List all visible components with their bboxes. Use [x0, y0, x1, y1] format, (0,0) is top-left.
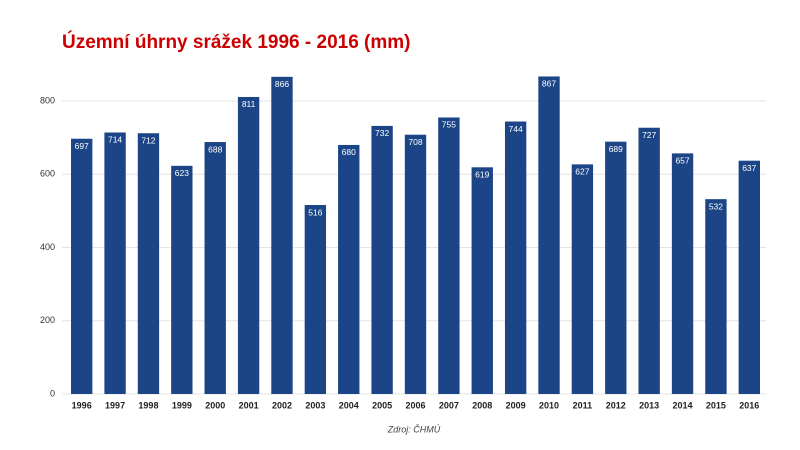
bar [137, 133, 160, 395]
bar [104, 132, 126, 394]
bar [271, 76, 293, 394]
value-label: 811 [242, 99, 256, 109]
x-tick-label: 1998 [138, 400, 158, 410]
bar [304, 205, 327, 394]
value-label: 712 [141, 135, 155, 145]
value-label: 708 [408, 137, 422, 147]
bar [371, 125, 393, 394]
bar [471, 167, 493, 394]
value-label: 688 [208, 144, 222, 154]
value-label: 744 [509, 124, 523, 134]
value-label: 714 [108, 135, 122, 145]
bar [638, 127, 660, 394]
bar [671, 153, 694, 394]
x-tick-label: 2003 [305, 400, 325, 410]
value-label: 689 [609, 144, 623, 154]
bar [204, 142, 226, 394]
x-tick-label: 2005 [372, 400, 392, 410]
x-tick-label: 1997 [105, 400, 125, 410]
x-tick-label: 2015 [706, 400, 726, 410]
bar [338, 144, 360, 394]
bar [504, 121, 527, 394]
bar [705, 199, 727, 394]
value-label: 867 [542, 79, 556, 89]
value-label: 680 [342, 147, 356, 157]
bar [538, 76, 560, 395]
y-tick-label: 600 [40, 169, 55, 179]
x-tick-label: 2009 [506, 400, 526, 410]
value-label: 623 [175, 168, 189, 178]
bar [404, 134, 427, 394]
x-tick-label: 2004 [339, 400, 359, 410]
x-tick-label: 2001 [239, 400, 259, 410]
x-tick-label: 2016 [739, 400, 759, 410]
value-label: 516 [308, 207, 322, 217]
y-tick-label: 800 [40, 95, 55, 105]
bar [571, 164, 594, 394]
x-tick-label: 2011 [573, 400, 593, 410]
value-label: 637 [742, 163, 756, 173]
x-tick-label: 1999 [172, 400, 192, 410]
value-label: 697 [75, 141, 89, 151]
bar [738, 160, 760, 394]
bar [438, 117, 460, 394]
value-label: 732 [375, 128, 389, 138]
value-label: 627 [575, 167, 589, 177]
source: Zdroj: ČHMÚ [387, 424, 441, 434]
x-tick-label: 2007 [439, 400, 459, 410]
value-label: 532 [709, 201, 723, 211]
bar [71, 138, 93, 394]
x-tick-label: 2000 [205, 400, 225, 410]
x-tick-label: 2008 [472, 400, 492, 410]
bar [237, 96, 260, 394]
x-tick-label: 2012 [606, 400, 626, 410]
x-tick-label: 2006 [405, 400, 425, 410]
x-tick-label: 2010 [539, 400, 559, 410]
value-label: 619 [475, 170, 489, 180]
chart-title: Územní úhrny srážek 1996 - 2016 (mm) [62, 31, 411, 53]
x-tick-label: 2002 [272, 400, 292, 410]
x-tick-label: 1996 [72, 400, 92, 410]
bar [605, 141, 627, 394]
y-tick-label: 0 [50, 388, 55, 398]
value-label: 727 [642, 130, 656, 140]
x-tick-label: 2013 [639, 400, 659, 410]
value-label: 755 [442, 120, 456, 130]
x-tick-label: 2014 [673, 400, 693, 410]
y-tick-label: 200 [40, 315, 55, 325]
bar [171, 165, 193, 394]
value-label: 866 [275, 79, 289, 89]
value-label: 657 [675, 156, 689, 166]
y-tick-label: 400 [40, 242, 55, 252]
